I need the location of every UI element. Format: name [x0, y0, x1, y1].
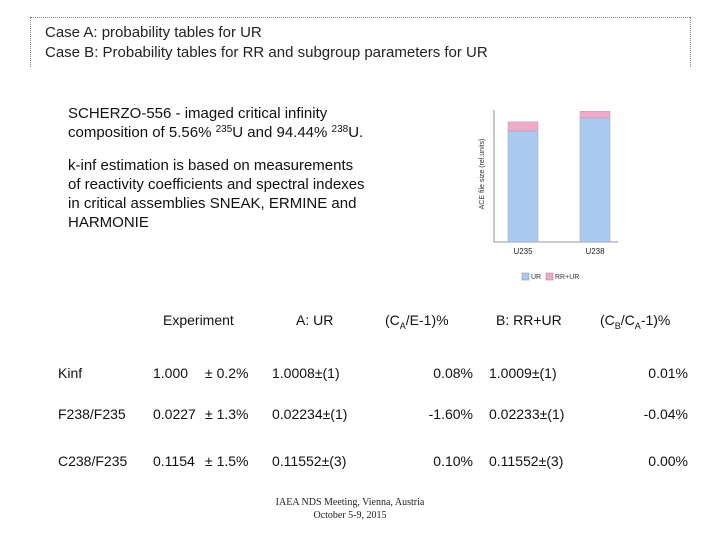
- row-f238-unc: ± 1.3%: [205, 406, 249, 422]
- description-line-3: k-inf estimation is based on measurement…: [68, 157, 354, 174]
- description-line-6: HARMONIE: [68, 214, 149, 231]
- description-line-4: of reactivity coefficients and spectral …: [68, 176, 365, 193]
- row-name-f238-f235: F238/F235: [58, 406, 126, 422]
- category-label-u238: U238: [585, 247, 605, 256]
- bar-u235-rr-ur: [507, 121, 539, 132]
- row-c238-a: 0.11552±(3): [272, 453, 347, 469]
- legend-label-rrur: RR+UR: [555, 274, 579, 281]
- row-f238-exp: 0.0227: [153, 406, 196, 422]
- row-f238-b: 0.02233±(1): [489, 406, 565, 422]
- row-kinf-b: 1.0009±(1): [489, 365, 557, 381]
- row-f238-a: 0.02234±(1): [272, 406, 348, 422]
- description-line-1: SCHERZO-556 - imaged critical infinity: [68, 105, 328, 122]
- row-c238-ratio-a: 0.10%: [433, 453, 473, 469]
- legend-label-ur: UR: [531, 274, 541, 281]
- row-kinf-ratio-b: 0.01%: [648, 365, 688, 381]
- col-header-a-ur: A: UR: [296, 312, 334, 328]
- row-c238-ratio-b: 0.00%: [648, 453, 688, 469]
- row-f238-ratio-b: -0.04%: [643, 406, 688, 422]
- legend-swatch-rrur: [545, 272, 554, 281]
- col-header-ratio-a: (CA/E-1)%: [385, 312, 449, 331]
- row-c238-exp: 0.1154: [153, 453, 195, 469]
- footer-meeting: IAEA NDS Meeting, Vienna, Austria: [275, 497, 425, 508]
- header-case-b: Case B: Probability tables for RR and su…: [45, 44, 488, 61]
- ace-file-size-chart: ACE file size (rel.units) U235 U238 UR R…: [479, 110, 618, 281]
- footer-date: October 5-9, 2015: [313, 510, 387, 521]
- col-header-ratio-b: (CB/CA-1)%: [600, 312, 671, 331]
- bar-u238-rr-ur: [579, 111, 611, 119]
- row-c238-b: 0.11552±(3): [489, 453, 564, 469]
- category-label-u235: U235: [513, 247, 533, 256]
- legend-swatch-ur: [521, 272, 530, 281]
- bar-u235-ur: [507, 130, 539, 243]
- description-line-2: composition of 5.56% 235U and 94.44% 238…: [68, 124, 364, 141]
- header-frame-left: [30, 17, 31, 67]
- row-kinf-exp: 1.000: [153, 365, 189, 381]
- col-header-experiment: Experiment: [163, 312, 234, 328]
- row-kinf-a: 1.0008±(1): [272, 365, 340, 381]
- header-frame-top: [30, 17, 690, 18]
- description-line-5: in critical assemblies SNEAK, ERMINE and: [68, 195, 357, 212]
- row-kinf-unc: ± 0.2%: [205, 365, 249, 381]
- header-case-a: Case A: probability tables for UR: [45, 24, 262, 41]
- header-frame-right: [690, 17, 691, 67]
- bar-u238-ur: [579, 117, 611, 243]
- row-kinf-ratio-a: 0.08%: [433, 365, 473, 381]
- y-axis-label: ACE file size (rel.units): [479, 139, 486, 210]
- row-c238-unc: ± 1.5%: [205, 453, 249, 469]
- col-header-b-rrur: B: RR+UR: [496, 312, 562, 328]
- row-f238-ratio-a: -1.60%: [428, 406, 473, 422]
- row-name-c238-f235: C238/F235: [58, 453, 128, 469]
- row-name-kinf: Kinf: [58, 365, 83, 381]
